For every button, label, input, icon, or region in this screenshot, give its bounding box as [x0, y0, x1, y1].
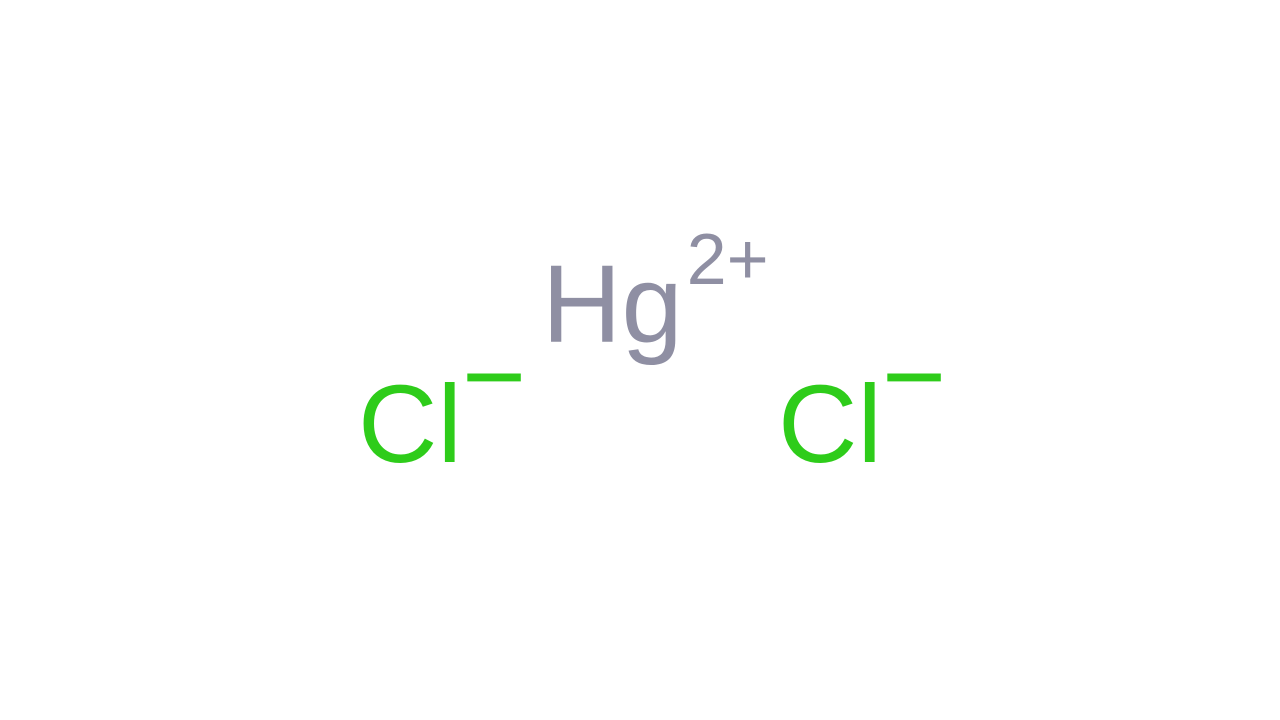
mercury-symbol: Hg [542, 250, 683, 360]
chlorine-charge-right: − [882, 322, 946, 432]
mercury-ion: Hg2+ [542, 250, 765, 360]
chlorine-symbol-left: Cl [358, 370, 462, 480]
mercury-charge: 2+ [687, 224, 769, 296]
chloride-ion-right: Cl− [778, 370, 946, 480]
chemical-structure-canvas: Hg2+ Cl− Cl− [0, 0, 1280, 720]
chloride-ion-left: Cl− [358, 370, 526, 480]
chlorine-symbol-right: Cl [778, 370, 882, 480]
chlorine-charge-left: − [462, 322, 526, 432]
